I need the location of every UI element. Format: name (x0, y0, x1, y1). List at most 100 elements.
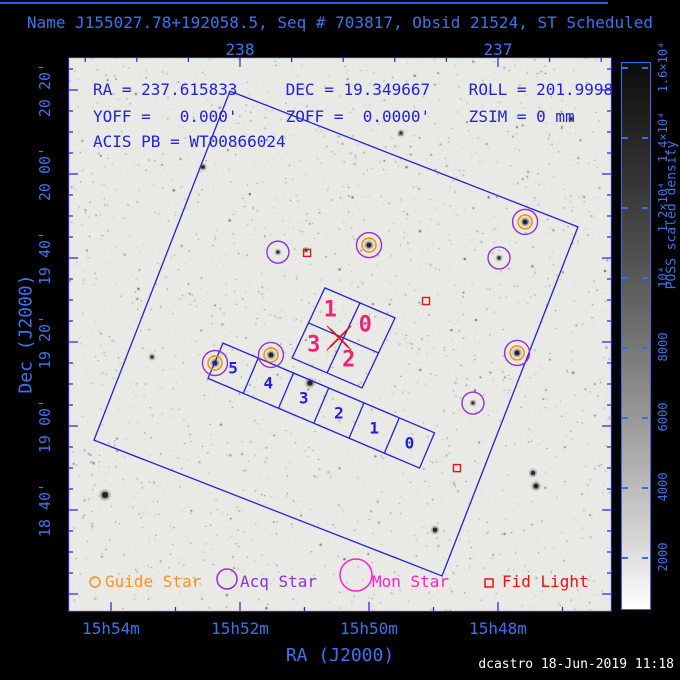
acis-s-chip-divider (242, 357, 259, 394)
acis-s-chip-label: 3 (299, 389, 309, 408)
acis-i-chip-label: 0 (359, 312, 372, 337)
aimpoint-marker (326, 325, 352, 351)
guide-star-marker (511, 208, 539, 236)
acis-s-chip-label: 2 (334, 404, 344, 423)
colorbar-tick (642, 487, 648, 489)
info-line-offsets: YOFF = 0.000' ZOFF = 0.0000' ZSIM = 0 mm (93, 107, 575, 126)
legend-label: Acq Star (240, 572, 317, 591)
acis-s-chip-label: 0 (405, 433, 415, 452)
colorbar-tick (642, 417, 648, 419)
top-border-line (0, 2, 608, 4)
x-axis-label: RA (J2000) (285, 645, 395, 666)
colorbar-tick (622, 557, 628, 559)
acis-i-chip-label: 2 (342, 347, 355, 372)
fov-outline (93, 90, 579, 577)
legend-item-mon: Mon Star (339, 558, 449, 592)
fid-light-marker (452, 463, 462, 473)
legend-item-acq: Acq Star (216, 568, 317, 591)
guide-star-orange-ring (509, 345, 525, 361)
acis-i-chip-divider (308, 322, 379, 354)
legend-mon-symbol (339, 558, 373, 592)
colorbar-tick-label: 1.6×10⁴ (656, 41, 670, 93)
colorbar-tick (642, 347, 648, 349)
guide-star-marker (503, 339, 531, 367)
fid-light-marker (302, 248, 312, 258)
acis-s-chip-divider (348, 402, 365, 439)
colorbar-tick (622, 137, 628, 139)
sky-plot: 1 0 2 3 5 4 3 2 1 0 Guide Star Acq Star Mon Star Fid … (68, 57, 614, 612)
acis-s-chip-label: 1 (369, 419, 379, 438)
colorbar-tick (622, 417, 628, 419)
guide-star-orange-ring (207, 355, 223, 371)
acis-i-chip-label: 1 (324, 297, 337, 322)
guide-star-orange-ring (263, 347, 279, 363)
colorbar-tick-label: 4000 (656, 472, 670, 502)
legend-guide-symbol (89, 576, 101, 588)
colorbar-tick (642, 557, 648, 559)
acis-i-outline (291, 287, 396, 389)
acq-star-marker (487, 246, 511, 270)
legend-label: Mon Star (372, 572, 449, 591)
colorbar-tick-label: 8000 (656, 332, 670, 362)
guide-star-purple-ring (503, 339, 531, 367)
legend-acq-symbol (216, 568, 238, 590)
guide-star-orange-ring (517, 214, 533, 230)
fid-light-marker (421, 296, 431, 306)
y-axis-tick-label: 20 20' (36, 62, 54, 118)
legend-item-guide: Guide Star (89, 572, 202, 591)
colorbar-tick (642, 277, 648, 279)
guide-star-purple-ring (355, 231, 383, 259)
plot-frame (68, 57, 612, 612)
info-line-acispb: ACIS PB = WT00866024 (93, 132, 286, 151)
legend-label: Guide Star (105, 572, 202, 591)
x-axis-tick-label-deg: 238 (225, 40, 255, 59)
info-line-radec: RA = 237.615833 DEC = 19.349667 ROLL = 2… (93, 80, 614, 99)
observation-title: Name J155027.78+192058.5, Seq # 703817, … (26, 13, 654, 32)
y-axis-tick-label: 18 40' (36, 482, 54, 538)
colorbar-tick-label: 2000 (656, 542, 670, 572)
colorbar (621, 62, 651, 610)
guide-star-orange-ring (361, 237, 377, 253)
guide-star-purple-ring (201, 349, 229, 377)
legend-item-fid: Fid Light (484, 572, 589, 591)
acis-i-chip-label: 3 (307, 332, 320, 357)
y-axis-tick-label: 19 40' (36, 230, 54, 286)
legend-label: Fid Light (502, 572, 589, 591)
colorbar-tick (622, 347, 628, 349)
acis-s-chip-divider (277, 372, 295, 409)
x-axis-tick-label-hm: 15h48m (469, 619, 527, 638)
acis-s-chip-label: 5 (228, 359, 238, 378)
x-axis-tick-label-hm: 15h52m (211, 619, 269, 638)
x-axis-tick-label-deg: 237 (483, 40, 513, 59)
x-axis-tick-label-hm: 15h54m (82, 619, 140, 638)
colorbar-tick (622, 207, 628, 209)
starfield-image (68, 57, 612, 612)
colorbar-tick (622, 67, 628, 69)
colorbar-tick (622, 487, 628, 489)
acq-star-marker (461, 391, 485, 415)
colorbar-tick-label: 6000 (656, 402, 670, 432)
acis-s-chip-divider (313, 387, 330, 424)
colorbar-tick (642, 207, 648, 209)
y-axis-tick-label: 20 00' (36, 146, 54, 202)
y-axis-tick-label: 19 20' (36, 314, 54, 370)
colorbar-tick (622, 277, 628, 279)
guide-star-purple-ring (511, 208, 539, 236)
colorbar-tick-label: 1.2×10⁴ (656, 181, 670, 233)
acq-star-marker (266, 240, 290, 264)
y-axis-tick-label: 19 00' (36, 398, 54, 454)
y-axis-label: Dec (J2000) (15, 274, 37, 394)
guide-star-marker (201, 349, 229, 377)
colorbar-tick-label: 10⁴ (656, 266, 670, 288)
colorbar-tick (642, 137, 648, 139)
guide-star-marker (257, 341, 285, 369)
guide-star-purple-ring (257, 341, 285, 369)
acis-s-chip-divider (383, 417, 400, 454)
colorbar-tick (642, 67, 648, 69)
acis-s-chip-label: 4 (264, 374, 274, 393)
legend: Guide Star Acq Star Mon Star Fid Light (89, 558, 589, 592)
legend-fid-symbol (484, 578, 494, 588)
colorbar-tick-label: 1.4×10⁴ (656, 111, 670, 163)
